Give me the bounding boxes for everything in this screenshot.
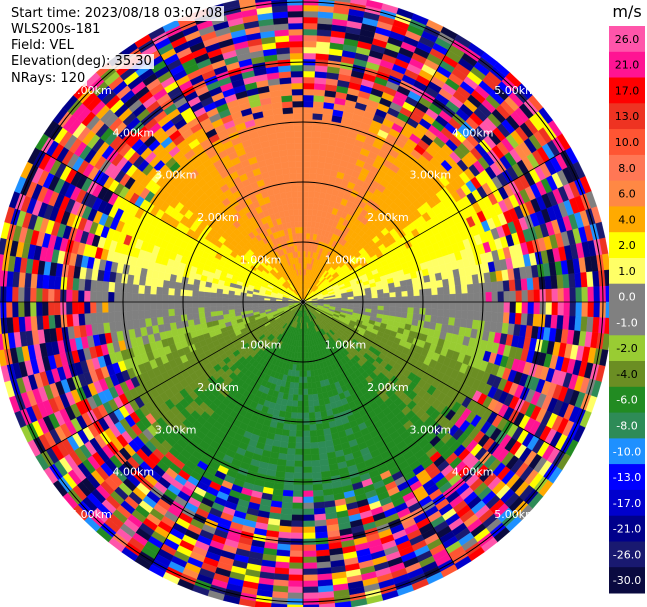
colorbar-tick-label: -21.0 [613,523,641,536]
spoke-60 [302,150,566,303]
colorbar: m/s 26.0 21.0 17.0 13.0 10.0 8.0 6.0 4.0 2.0 1.0 0… [609,2,645,594]
velocity-gates [0,0,613,607]
info-elevation: Elevation(deg): 35.30 [9,54,154,69]
colorbar-cell [609,386,645,414]
ring-label-1km: 1.00km [240,254,282,267]
ring-label-2km: 2.00km [197,381,239,394]
ring-label-5km: 5.00km [70,508,112,521]
colorbar-cell [609,283,645,310]
ring-label-2km: 2.00km [367,211,409,224]
spoke-210 [151,301,304,565]
colorbar-cell [609,412,645,439]
colorbar-tick-label: 1.0 [618,265,636,278]
range-ring-labels: 1.00km 1.00km 1.00km 1.00km 2.00km 2.00km 2.00… [70,84,536,521]
colorbar-cell [609,335,645,362]
colorbar-cell [609,258,645,285]
ring-label-3km: 3.00km [410,169,452,182]
colorbar-cell [609,438,645,465]
colorbar-cell [609,129,645,156]
colorbar-cell [609,232,645,259]
spoke-240 [40,301,304,454]
ring-label-5km: 5.00km [494,84,536,97]
colorbar-tick-label: -30.0 [613,574,641,587]
ring-label-4km: 4.00km [113,126,155,139]
colorbar-tick-label: -10.0 [613,445,641,458]
colorbar-tick-label: 17.0 [615,84,640,97]
info-nrays: NRays: 120 [9,71,88,86]
colorbar-tick-label: -13.0 [613,471,641,484]
colorbar-tick-label: 0.0 [618,291,636,304]
info-field: Field: VEL [9,38,76,53]
colorbar-tick-label: 4.0 [618,213,636,226]
ring-label-3km: 3.00km [410,423,452,436]
ring-label-1km: 1.00km [325,254,367,267]
ring-label-5km: 5.00km [494,508,536,521]
colorbar-cell [609,541,645,568]
colorbar-cell [609,103,645,130]
ring-label-4km: 4.00km [452,126,494,139]
colorbar-tick-labels: 26.0 21.0 17.0 13.0 10.0 8.0 6.0 4.0 2.0 1.0 0.0 -1… [613,33,641,587]
spoke-150 [302,301,455,565]
spoke-330 [151,39,304,303]
spoke-120 [302,301,566,454]
ring-label-4km: 4.00km [113,466,155,479]
info-start-time: Start time: 2023/08/18 03:07:08 [9,6,225,21]
colorbar-tick-label: 8.0 [618,162,636,175]
colorbar-cell [609,77,645,104]
colorbar-tick-label: -8.0 [616,420,637,433]
ring-label-2km: 2.00km [367,381,409,394]
ring-label-3km: 3.00km [155,169,197,182]
spoke-30 [302,39,455,303]
colorbar-tick-label: -17.0 [613,497,641,510]
colorbar-cell [609,26,645,53]
colorbar-tick-label: -26.0 [613,548,641,561]
colorbar-tick-label: 6.0 [618,188,636,201]
colorbar-tick-label: -2.0 [616,342,637,355]
ring-label-1km: 1.00km [325,338,367,351]
colorbar-cells [609,26,645,594]
ring-label-2km: 2.00km [197,211,239,224]
colorbar-tick-label: -1.0 [616,316,637,329]
colorbar-tick-label: 21.0 [615,59,640,72]
azimuth-spokes [0,0,606,605]
colorbar-cell [609,309,645,336]
colorbar-cell [609,180,645,207]
ring-label-5km: 5.00km [70,84,112,97]
colorbar-cell [609,489,645,517]
info-instrument: WLS200s-181 [9,22,103,37]
colorbar-tick-label: 26.0 [615,33,640,46]
colorbar-tick-label: 10.0 [615,136,640,149]
spoke-300 [40,150,304,303]
ring-label-1km: 1.00km [240,338,282,351]
colorbar-cell [609,206,645,233]
colorbar-cell [609,515,645,542]
colorbar-cell [609,154,645,182]
colorbar-cell [609,567,645,594]
colorbar-cell [609,361,645,388]
ring-label-4km: 4.00km [452,466,494,479]
colorbar-cell [609,51,645,79]
colorbar-unit-label: m/s [612,2,641,21]
ring-label-3km: 3.00km [155,423,197,436]
colorbar-cell [609,464,645,491]
colorbar-tick-label: -4.0 [616,368,637,381]
colorbar-tick-label: 13.0 [615,110,640,123]
colorbar-tick-label: -6.0 [616,394,637,407]
colorbar-tick-label: 2.0 [618,239,636,252]
